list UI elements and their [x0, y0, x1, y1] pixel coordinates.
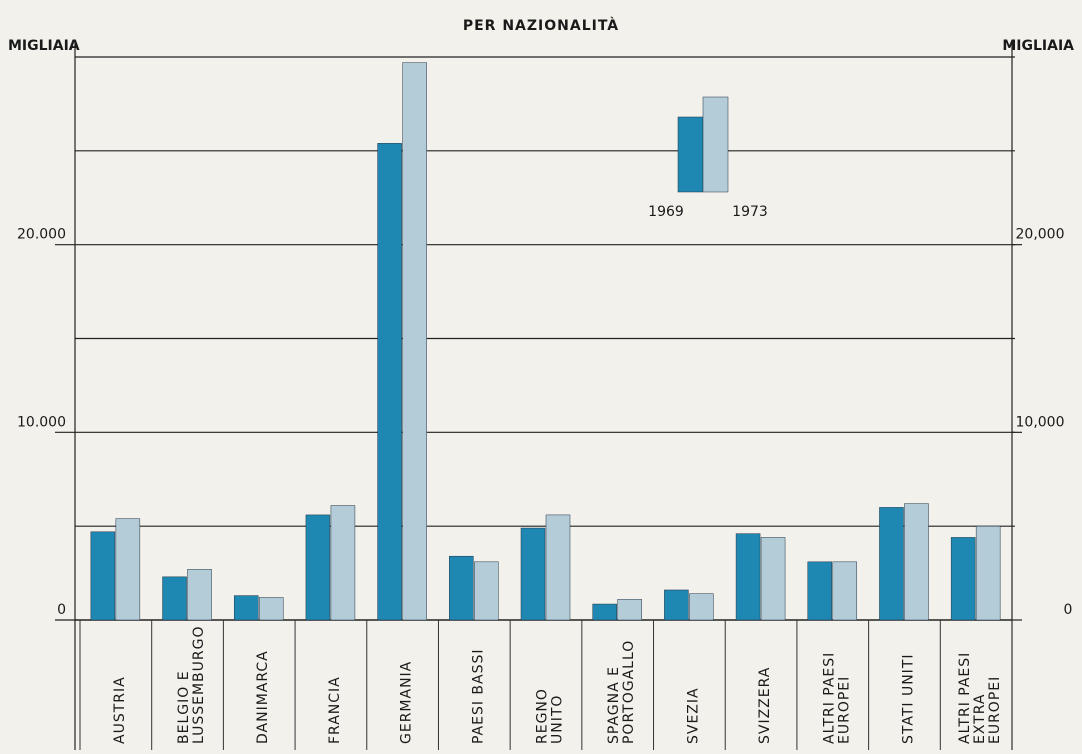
bar	[904, 503, 929, 621]
bar	[807, 561, 833, 621]
bar	[520, 527, 546, 621]
x-tick-label: FRANCIA	[327, 676, 343, 744]
bar	[90, 531, 116, 621]
bar	[187, 569, 212, 621]
y-axis-label: MIGLIAIA	[8, 38, 80, 54]
x-tick-label: UNITO	[550, 695, 566, 744]
x-tick-label: DANIMARCA	[255, 650, 271, 744]
y-tick-label: 20.000	[17, 227, 66, 243]
y-tick-label: 0	[57, 602, 66, 618]
y-tick-label: 10.000	[17, 414, 66, 430]
x-tick-label: BELGIO E	[176, 670, 192, 744]
x-tick-label: PAESI BASSI	[470, 648, 486, 744]
bar	[115, 518, 141, 621]
bar	[879, 507, 904, 621]
bar	[664, 589, 689, 621]
bar	[258, 597, 284, 621]
x-tick-label: EUROPEI	[836, 676, 852, 744]
bar	[689, 593, 714, 621]
bar	[832, 561, 858, 621]
bar	[162, 576, 187, 621]
y2-tick-label: 10,000	[1016, 414, 1065, 430]
legend-label: 1969	[648, 204, 684, 220]
y2-axis-label: MIGLIAIA	[1002, 38, 1074, 54]
x-tick-label: ALTRI PAESI	[821, 652, 837, 744]
legend-swatch	[702, 96, 729, 193]
bar	[402, 62, 427, 621]
x-tick-label: ALTRI PAESI	[957, 652, 973, 744]
x-tick-label: LUSSEMBURGO	[191, 626, 207, 745]
x-tick-label: AUSTRIA	[112, 676, 128, 744]
bar	[233, 595, 259, 621]
bar	[545, 514, 571, 621]
y2-tick-label: 20,000	[1016, 227, 1065, 243]
x-tick-label: REGNO	[535, 688, 551, 744]
x-tick-label: EXTRA	[972, 694, 988, 744]
chart-title: PER NAZIONALITÀ	[463, 17, 619, 34]
x-tick-label: GERMANIA	[399, 661, 415, 744]
bar	[474, 561, 499, 621]
bar	[760, 537, 786, 621]
x-tick-label: SPAGNA E	[606, 666, 622, 744]
bar	[617, 599, 642, 621]
legend-swatch	[677, 116, 704, 193]
bar	[449, 555, 474, 621]
y2-tick-label: 0	[1064, 602, 1073, 618]
bar	[950, 537, 976, 621]
bar	[330, 505, 356, 621]
bar	[735, 533, 761, 621]
bar	[592, 603, 617, 621]
bar	[377, 143, 402, 621]
x-tick-label: SVEZIA	[685, 687, 701, 744]
bar	[305, 514, 331, 621]
legend-label: 1973	[732, 204, 768, 220]
bar	[975, 525, 1001, 621]
x-tick-label: SVIZZERA	[757, 667, 773, 744]
x-tick-label: STATI UNITI	[900, 653, 916, 744]
x-tick-label: EUROPEI	[987, 676, 1003, 744]
x-tick-label: PORTOGALLO	[621, 640, 637, 744]
